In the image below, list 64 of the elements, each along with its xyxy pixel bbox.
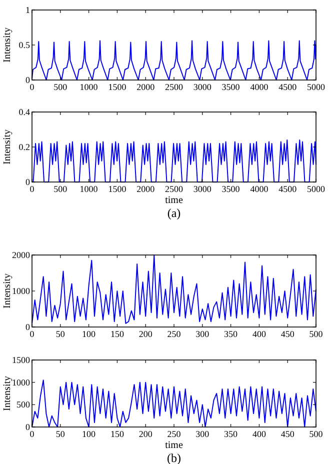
x-tick-label: 3500: [222, 82, 240, 92]
x-tick-label: 50: [56, 329, 66, 339]
x-tick-label: 2000: [136, 82, 156, 92]
x-tick-label: 300: [196, 429, 210, 439]
x-tick-label: 1000: [80, 82, 98, 92]
x-tick-label: 450: [280, 429, 295, 439]
x-tick-label: 4500: [278, 184, 298, 194]
x-tick-label: 150: [110, 329, 124, 339]
y-tick-label: 1000: [12, 286, 30, 296]
x-tick-label: 1000: [80, 184, 98, 194]
x-tick-label: 1500: [108, 184, 127, 194]
y-tick-label: 0: [26, 177, 30, 187]
line-series: [32, 380, 316, 428]
x-tick-label: 50: [56, 429, 66, 439]
x-tick-label: 150: [110, 429, 124, 439]
x-tick-label: 350: [224, 329, 238, 339]
y-tick-label: 1500: [12, 355, 30, 365]
x-tick-label: 400: [252, 329, 266, 339]
x-tick-label: 4500: [278, 82, 298, 92]
x-tick-label: 5000: [307, 184, 326, 194]
y-tick-label: 1000: [12, 377, 30, 388]
x-axis-title: time: [165, 440, 184, 451]
y-tick-label: 0.5: [18, 40, 30, 50]
line-series: [32, 40, 316, 80]
x-tick-label: 400: [252, 429, 266, 439]
y-tick-label: 0.4: [18, 107, 30, 117]
x-tick-label: 4000: [250, 184, 269, 194]
x-tick-label: 5000: [307, 82, 326, 92]
x-tick-label: 500: [309, 329, 324, 339]
line-series: [32, 254, 316, 324]
y-tick-label: 0.2: [18, 142, 30, 152]
text: (a): [167, 206, 181, 220]
x-tick-label: 100: [82, 429, 96, 439]
y-tick-label: 0: [26, 422, 30, 432]
y-tick-label: 0: [26, 322, 30, 332]
y-tick-label: 1: [26, 5, 30, 15]
x-tick-label: 350: [224, 429, 238, 439]
x-tick-label: 200: [138, 429, 153, 439]
x-tick-label: 2500: [165, 82, 184, 92]
line-series: [32, 140, 316, 182]
x-tick-label: 3000: [193, 184, 212, 194]
x-tick-label: 1500: [108, 82, 127, 92]
x-tick-label: 450: [280, 329, 295, 339]
x-tick-label: 3000: [193, 82, 212, 92]
y-axis-title: Intensity: [2, 274, 13, 308]
x-tick-label: 250: [167, 329, 182, 339]
y-tick-label: 0: [26, 75, 30, 85]
x-tick-label: 500: [309, 429, 324, 439]
x-tick-label: 200: [138, 329, 153, 339]
x-tick-label: 500: [54, 82, 68, 92]
y-tick-label: 500: [16, 400, 30, 410]
y-tick-label: 2000: [12, 250, 30, 260]
x-tick-label: 500: [54, 184, 68, 194]
x-tick-label: 3500: [222, 184, 240, 194]
x-tick-label: 4000: [250, 82, 269, 92]
x-tick-label: 300: [196, 329, 210, 339]
x-tick-label: 100: [82, 329, 96, 339]
x-tick-label: 2000: [136, 184, 156, 194]
x-tick-label: 2500: [165, 184, 184, 194]
y-axis-title: Intensity: [2, 130, 13, 164]
x-axis-title: time: [165, 195, 184, 206]
y-axis-title: Intensity: [2, 376, 13, 411]
x-tick-label: 250: [167, 429, 182, 439]
y-axis-title: Intensity: [2, 28, 13, 62]
